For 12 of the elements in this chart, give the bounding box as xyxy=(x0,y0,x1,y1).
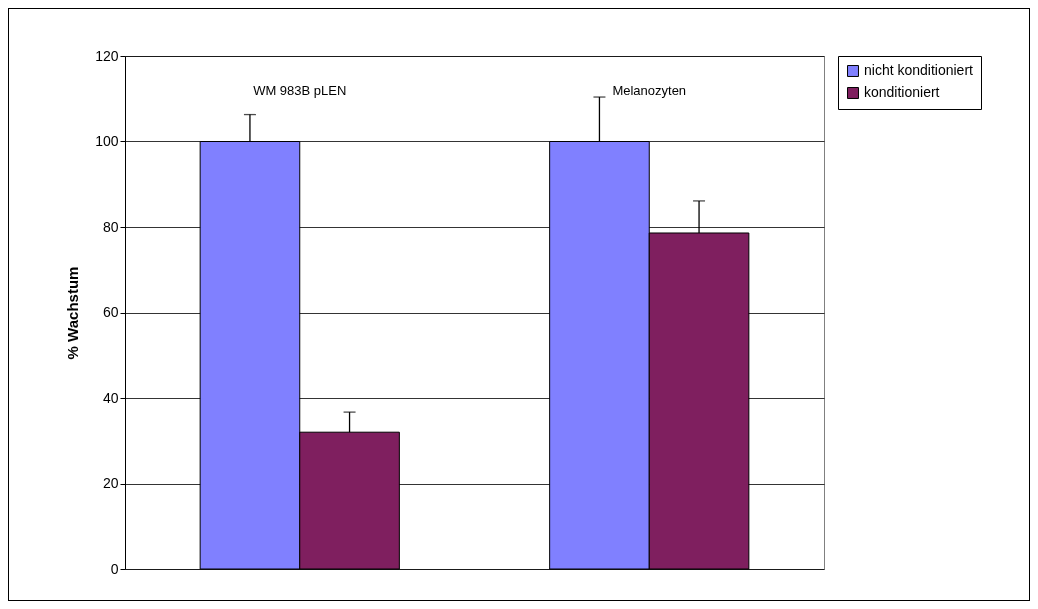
y-axis-title: % Wachstum xyxy=(64,266,82,360)
legend-label: nicht konditioniert xyxy=(864,62,974,78)
x-tick-label: WM 983B pLEN xyxy=(253,82,347,98)
y-tick-label: 100 xyxy=(95,133,119,149)
y-tick-label: 60 xyxy=(102,304,119,320)
y-tick-label: 120 xyxy=(95,47,119,64)
legend-label: konditioniert xyxy=(864,84,940,100)
y-tick-label: 80 xyxy=(102,218,119,235)
x-tick-label: Melanozyten xyxy=(612,82,687,98)
y-tick-label: 40 xyxy=(102,389,119,406)
y-tick-label: 20 xyxy=(102,475,119,491)
y-tick-label: 0 xyxy=(110,560,119,577)
